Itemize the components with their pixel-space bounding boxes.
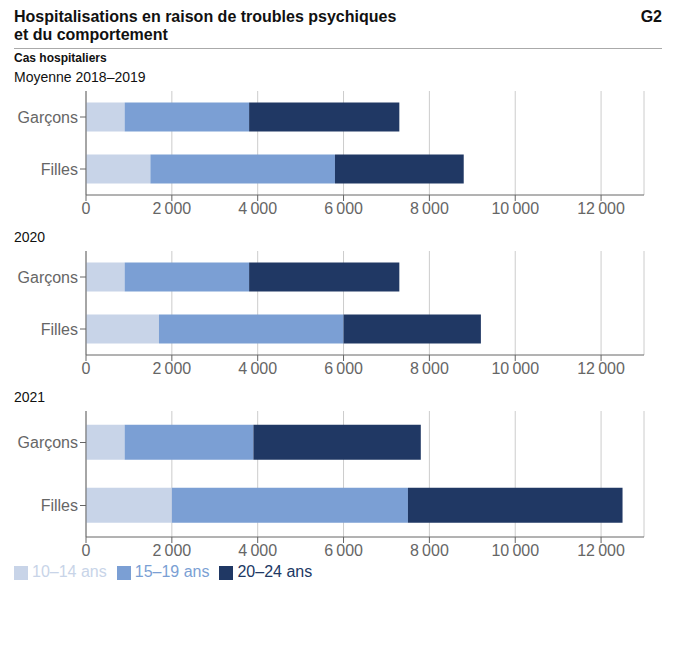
html-text:Hospitalisations en raison de: Hospitalisations en raison de troubles p…	[14, 8, 397, 43]
svg-text:8 000: 8 000	[410, 542, 449, 559]
svg-text:0: 0	[82, 200, 91, 217]
svg-text:4 000: 4 000	[238, 542, 277, 559]
svg-text:12 000: 12 000	[577, 542, 625, 559]
svg-text:6 000: 6 000	[324, 542, 363, 559]
html-text:G2: G2	[640, 8, 662, 25]
svg-text:2 000: 2 000	[152, 360, 191, 377]
svg-text:6 000: 6 000	[324, 200, 363, 217]
svg-text:10 000: 10 000	[491, 200, 539, 217]
svg-text:Filles: Filles	[41, 161, 78, 178]
html-text:2021: 2021	[14, 389, 46, 405]
html-text:10–14 ans: 10–14 ans	[32, 563, 107, 580]
svg-text:12 000: 12 000	[577, 200, 625, 217]
html-text:2020: 2020	[14, 229, 46, 245]
svg-text:0: 0	[82, 360, 91, 377]
svg-text:12 000: 12 000	[577, 360, 625, 377]
svg-text:Garçons: Garçons	[18, 269, 78, 286]
svg-text:2 000: 2 000	[152, 542, 191, 559]
svg-text:10 000: 10 000	[491, 360, 539, 377]
svg-text:Garçons: Garçons	[18, 434, 78, 451]
svg-text:6 000: 6 000	[324, 360, 363, 377]
svg-text:8 000: 8 000	[410, 360, 449, 377]
svg-text:Garçons: Garçons	[18, 109, 78, 126]
svg-text:2 000: 2 000	[152, 200, 191, 217]
svg-text:4 000: 4 000	[238, 200, 277, 217]
svg-text:0: 0	[82, 542, 91, 559]
html-text:Moyenne 2018–2019: Moyenne 2018–2019	[14, 69, 146, 85]
html-text:15–19 ans: 15–19 ans	[134, 563, 210, 580]
svg-text:4 000: 4 000	[238, 360, 277, 377]
svg-text:10 000: 10 000	[491, 542, 539, 559]
svg-text:8 000: 8 000	[410, 200, 449, 217]
svg-text:Filles: Filles	[41, 497, 78, 514]
html-text:Cas hospitaliers: Cas hospitaliers	[14, 51, 107, 65]
html-text:20–24 ans: 20–24 ans	[237, 563, 313, 580]
svg-text:Filles: Filles	[41, 321, 78, 338]
